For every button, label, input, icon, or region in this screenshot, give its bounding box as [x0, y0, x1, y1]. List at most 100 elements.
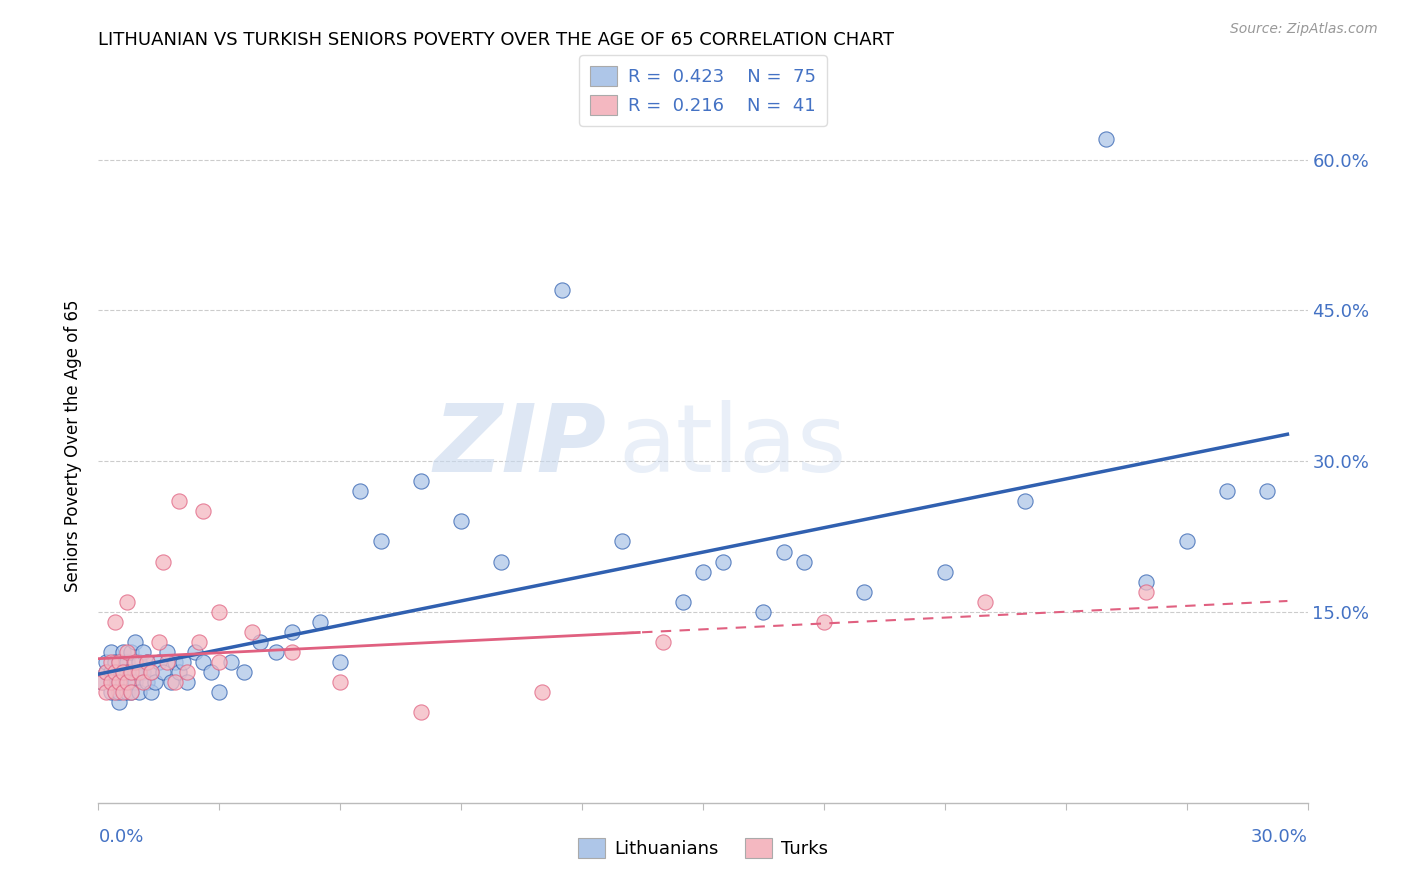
Text: Source: ZipAtlas.com: Source: ZipAtlas.com: [1230, 22, 1378, 37]
Point: [111, 645, 134, 659]
Point: [208, 605, 231, 619]
Text: 0.0%: 0.0%: [98, 828, 143, 846]
Point: [172, 655, 194, 669]
Point: [450, 515, 472, 529]
Point: [103, 665, 125, 680]
Point: [115, 665, 138, 680]
Point: [163, 675, 186, 690]
Point: [329, 675, 352, 690]
Point: [132, 665, 155, 680]
Point: [107, 655, 129, 669]
Point: [1216, 484, 1239, 499]
Point: [651, 635, 673, 649]
Point: [115, 645, 138, 659]
Point: [692, 565, 714, 579]
Point: [167, 665, 190, 680]
Point: [100, 655, 122, 669]
Point: [91, 675, 114, 690]
Point: [135, 655, 157, 669]
Point: [143, 675, 166, 690]
Point: [91, 675, 114, 690]
Point: [208, 655, 231, 669]
Point: [103, 655, 125, 669]
Point: [124, 635, 146, 649]
Point: [853, 584, 876, 599]
Point: [208, 685, 231, 699]
Point: [132, 645, 155, 659]
Point: [124, 655, 146, 669]
Point: [152, 555, 174, 569]
Point: [115, 595, 138, 609]
Point: [103, 675, 125, 690]
Text: ZIP: ZIP: [433, 400, 606, 492]
Point: [96, 665, 118, 680]
Point: [1095, 132, 1118, 146]
Point: [111, 685, 134, 699]
Point: [1175, 534, 1198, 549]
Point: [120, 665, 142, 680]
Point: [120, 645, 142, 659]
Point: [934, 565, 956, 579]
Point: [128, 655, 150, 669]
Point: [1014, 494, 1036, 508]
Point: [281, 645, 304, 659]
Point: [148, 655, 170, 669]
Point: [163, 655, 186, 669]
Point: [120, 675, 142, 690]
Point: [612, 534, 634, 549]
Point: [1256, 484, 1278, 499]
Point: [139, 665, 162, 680]
Point: [115, 675, 138, 690]
Point: [107, 695, 129, 709]
Point: [752, 605, 775, 619]
Point: [349, 484, 371, 499]
Point: [491, 555, 513, 569]
Point: [167, 494, 190, 508]
Y-axis label: Seniors Poverty Over the Age of 65: Seniors Poverty Over the Age of 65: [65, 300, 83, 592]
Point: [120, 685, 142, 699]
Point: [111, 665, 134, 680]
Point: [96, 685, 118, 699]
Point: [221, 655, 243, 669]
Point: [124, 675, 146, 690]
Point: [107, 685, 129, 699]
Point: [120, 685, 142, 699]
Point: [139, 665, 162, 680]
Point: [772, 544, 794, 558]
Point: [100, 675, 122, 690]
Point: [551, 283, 574, 297]
Point: [107, 655, 129, 669]
Point: [156, 645, 179, 659]
Point: [672, 595, 695, 609]
Point: [128, 685, 150, 699]
Point: [96, 665, 118, 680]
Point: [100, 685, 122, 699]
Point: [103, 685, 125, 699]
Point: [281, 624, 304, 639]
Text: 30.0%: 30.0%: [1251, 828, 1308, 846]
Legend: Lithuanians, Turks: Lithuanians, Turks: [571, 830, 835, 865]
Point: [240, 624, 263, 639]
Point: [176, 675, 198, 690]
Point: [176, 665, 198, 680]
Point: [184, 645, 207, 659]
Point: [409, 474, 432, 488]
Point: [232, 665, 254, 680]
Point: [193, 655, 215, 669]
Point: [107, 675, 129, 690]
Point: [1135, 574, 1157, 589]
Point: [132, 675, 155, 690]
Point: [200, 665, 222, 680]
Point: [96, 655, 118, 669]
Point: [309, 615, 332, 629]
Point: [813, 615, 835, 629]
Point: [188, 635, 211, 649]
Point: [974, 595, 997, 609]
Point: [100, 645, 122, 659]
Text: LITHUANIAN VS TURKISH SENIORS POVERTY OVER THE AGE OF 65 CORRELATION CHART: LITHUANIAN VS TURKISH SENIORS POVERTY OV…: [98, 31, 894, 49]
Point: [111, 675, 134, 690]
Point: [249, 635, 271, 649]
Point: [103, 665, 125, 680]
Point: [107, 675, 129, 690]
Point: [193, 504, 215, 518]
